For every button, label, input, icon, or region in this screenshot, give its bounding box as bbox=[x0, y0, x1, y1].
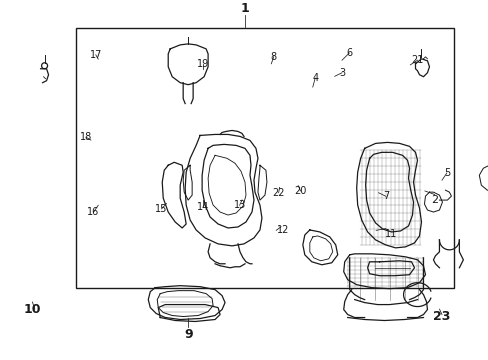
Text: 4: 4 bbox=[311, 73, 318, 83]
Text: 21: 21 bbox=[410, 55, 423, 65]
Bar bbox=[76, 28, 453, 288]
Text: 6: 6 bbox=[346, 48, 352, 58]
Text: 16: 16 bbox=[87, 207, 99, 217]
Text: 3: 3 bbox=[338, 68, 345, 78]
Text: 13: 13 bbox=[233, 200, 245, 210]
Text: 22: 22 bbox=[272, 188, 285, 198]
Text: 7: 7 bbox=[382, 191, 388, 201]
Text: 23: 23 bbox=[432, 310, 450, 323]
Text: 11: 11 bbox=[384, 229, 396, 239]
Text: 2: 2 bbox=[430, 195, 437, 205]
Text: 1: 1 bbox=[240, 3, 248, 15]
Text: 18: 18 bbox=[80, 132, 92, 142]
Text: 19: 19 bbox=[197, 59, 209, 69]
Text: 14: 14 bbox=[197, 202, 209, 212]
Text: 12: 12 bbox=[277, 225, 289, 235]
Text: 8: 8 bbox=[270, 51, 276, 62]
Text: 9: 9 bbox=[184, 328, 192, 341]
Text: 15: 15 bbox=[155, 204, 167, 214]
Text: 20: 20 bbox=[294, 186, 306, 196]
Text: 5: 5 bbox=[443, 168, 449, 178]
Text: 10: 10 bbox=[23, 303, 41, 316]
Text: 17: 17 bbox=[89, 50, 102, 60]
